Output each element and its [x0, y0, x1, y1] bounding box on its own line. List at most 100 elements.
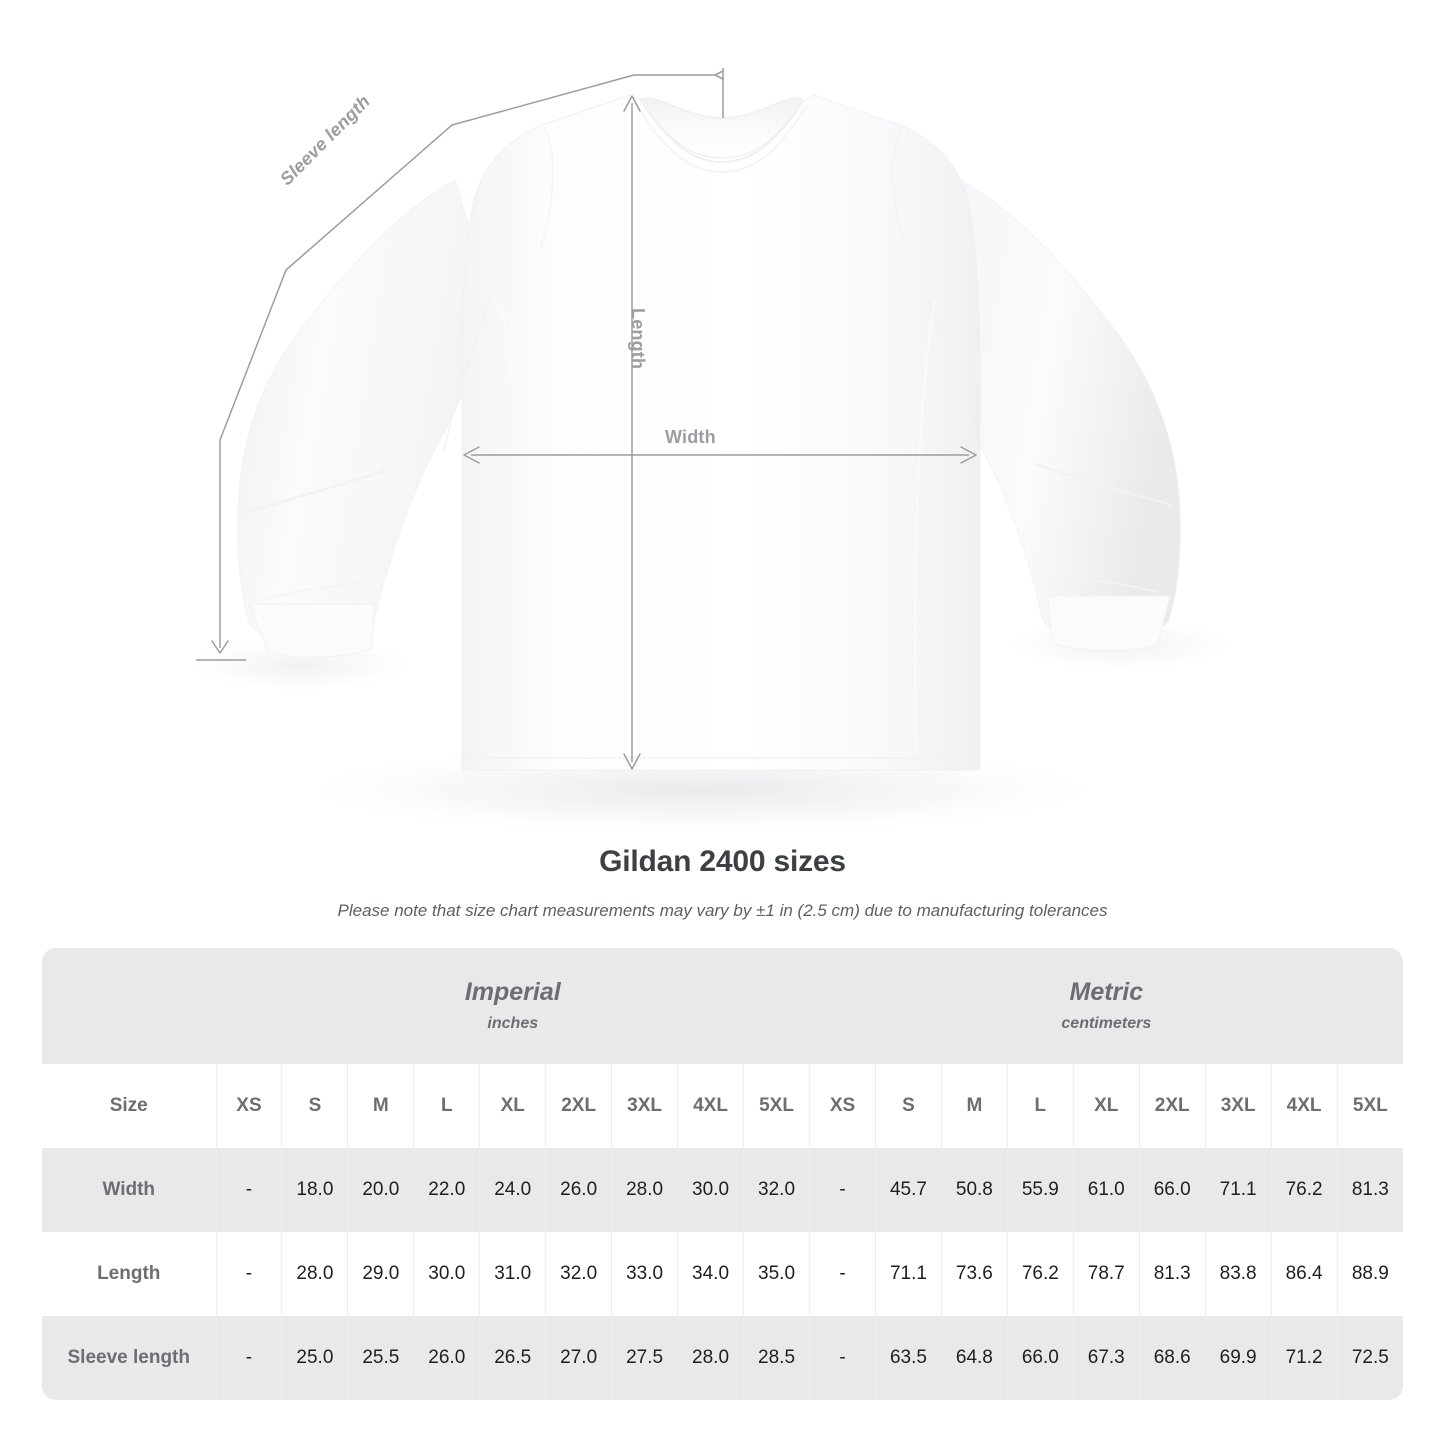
- size-column-header: 2XL: [545, 1064, 612, 1148]
- measurement-value: 35.0: [742, 1232, 810, 1316]
- measurement-value: 69.9: [1204, 1316, 1272, 1400]
- table-row: Sleeve length -25.0 25.5 26.0 26.5 27.0 27.5 28…: [42, 1316, 1404, 1400]
- table-row: Length -28.0 29.0 30.0 31.0 32.0 33.0 34.0 35.0-…: [42, 1232, 1404, 1316]
- measurement-value: 27.0: [545, 1316, 612, 1400]
- size-header-row: Size XS S M L XL 2XL 3XL 4XL 5XL XS S M L XL 2XL 3XL 4XL 5…: [42, 1064, 1404, 1148]
- metric-unit-name: Metric: [1069, 977, 1144, 1006]
- imperial-unit-sub: inches: [487, 1015, 539, 1033]
- measurement-value: 28.0: [611, 1148, 678, 1232]
- measurement-value: 31.0: [479, 1232, 546, 1316]
- measurement-value: 67.3: [1072, 1316, 1140, 1400]
- measurement-value: 24.0: [479, 1148, 546, 1232]
- unit-banner-row: Imperial inches Metric centimeters: [42, 948, 1404, 1064]
- measurement-value: 28.0: [281, 1232, 348, 1316]
- measurement-value: 73.6: [940, 1232, 1008, 1316]
- measurement-value: 55.9: [1006, 1148, 1074, 1232]
- measurement-value: 76.2: [1270, 1148, 1338, 1232]
- measurement-value: -: [215, 1148, 282, 1232]
- size-column-header: M: [940, 1064, 1008, 1148]
- size-column-header: S: [281, 1064, 348, 1148]
- measurement-value: 29.0: [347, 1232, 414, 1316]
- measurement-value: 25.0: [281, 1316, 348, 1400]
- measurement-value: 78.7: [1072, 1232, 1140, 1316]
- measurement-value: -: [809, 1232, 876, 1316]
- size-column-header: S: [874, 1064, 942, 1148]
- measurement-value: 63.5: [874, 1316, 942, 1400]
- width-dimension-label: Width: [665, 427, 716, 447]
- measurement-value: 50.8: [940, 1148, 1008, 1232]
- measurement-value: 66.0: [1138, 1148, 1206, 1232]
- size-chart-table: Imperial inches Metric centimeters Size X…: [42, 948, 1404, 1400]
- size-column-header: M: [347, 1064, 414, 1148]
- measurement-value: 66.0: [1006, 1316, 1074, 1400]
- size-column-header: 5XL: [742, 1064, 810, 1148]
- measurement-value: 81.3: [1336, 1148, 1404, 1232]
- measurement-value: 20.0: [347, 1148, 414, 1232]
- size-column-header: 2XL: [1138, 1064, 1206, 1148]
- length-dimension-label: Length: [628, 308, 648, 370]
- unit-banner-spacer-left: [42, 948, 216, 1064]
- dimension-lines: [196, 68, 977, 770]
- measurement-row-label: Length: [42, 1232, 216, 1316]
- imperial-unit-name: Imperial: [464, 977, 561, 1006]
- measurement-value: 33.0: [611, 1232, 678, 1316]
- measurement-value: 64.8: [940, 1316, 1008, 1400]
- size-column-header: 4XL: [1270, 1064, 1338, 1148]
- tolerance-note: Please note that size chart measurements…: [337, 901, 1108, 920]
- measurement-value: -: [215, 1232, 282, 1316]
- measurement-value: -: [809, 1316, 876, 1400]
- size-chart-table-wrapper: Imperial inches Metric centimeters Size X…: [42, 948, 1404, 1400]
- measurement-value: 71.1: [1204, 1148, 1272, 1232]
- size-column-header: XS: [809, 1064, 876, 1148]
- size-corner-label: Size: [42, 1064, 216, 1148]
- size-column-header: 3XL: [1204, 1064, 1272, 1148]
- measurement-value: 71.2: [1270, 1316, 1338, 1400]
- size-table-unit-header: Imperial inches Metric centimeters: [42, 948, 1404, 1064]
- measurement-value: 32.0: [545, 1232, 612, 1316]
- measurement-value: 30.0: [413, 1232, 480, 1316]
- measurement-value: 88.9: [1336, 1232, 1404, 1316]
- measurement-value: 45.7: [874, 1148, 942, 1232]
- title-block: Gildan 2400 sizes Please note that size …: [0, 845, 1445, 921]
- measurement-value: 30.0: [677, 1148, 744, 1232]
- tshirt-svg: [180, 68, 1240, 836]
- measurement-value: 72.5: [1336, 1316, 1404, 1400]
- measurement-value: 71.1: [874, 1232, 942, 1316]
- measurement-row-label: Sleeve length: [42, 1316, 216, 1400]
- measurement-value: 34.0: [677, 1232, 744, 1316]
- measurement-value: 26.0: [413, 1316, 480, 1400]
- table-row: Width -18.0 20.0 22.0 24.0 26.0 28.0 30.0 32.0-4…: [42, 1148, 1404, 1232]
- measurement-value: 81.3: [1138, 1232, 1206, 1316]
- measurement-row-label: Width: [42, 1148, 216, 1232]
- measurement-value: 28.5: [742, 1316, 810, 1400]
- measurement-value: -: [215, 1316, 282, 1400]
- measurement-diagram: Sleeve length Length Width: [180, 68, 1240, 836]
- measurement-value: 25.5: [347, 1316, 414, 1400]
- measurement-value: 76.2: [1006, 1232, 1074, 1316]
- size-column-header: L: [413, 1064, 480, 1148]
- measurement-value: 26.5: [479, 1316, 546, 1400]
- page-title: Gildan 2400 sizes: [599, 845, 846, 878]
- size-column-header: 3XL: [611, 1064, 678, 1148]
- unit-banner-imperial: Imperial inches: [216, 948, 810, 1064]
- measurement-value: 83.8: [1204, 1232, 1272, 1316]
- measurement-value: 86.4: [1270, 1232, 1338, 1316]
- unit-banner-metric: Metric centimeters: [809, 948, 1404, 1064]
- measurement-value: 26.0: [545, 1148, 612, 1232]
- size-column-header: XS: [215, 1064, 282, 1148]
- measurement-value: 22.0: [413, 1148, 480, 1232]
- measurement-value: 32.0: [742, 1148, 810, 1232]
- measurement-value: -: [809, 1148, 876, 1232]
- size-table-body: Size XS S M L XL 2XL 3XL 4XL 5XL XS S M L XL 2XL 3XL 4XL 5…: [42, 1064, 1404, 1400]
- size-column-header: XL: [479, 1064, 546, 1148]
- measurement-value: 61.0: [1072, 1148, 1140, 1232]
- metric-unit-sub: centimeters: [1061, 1015, 1152, 1033]
- garment-shape: [237, 94, 1181, 771]
- size-column-header: 4XL: [677, 1064, 744, 1148]
- measurement-value: 68.6: [1138, 1316, 1206, 1400]
- size-column-header: 5XL: [1336, 1064, 1404, 1148]
- measurement-value: 18.0: [281, 1148, 348, 1232]
- size-column-header: L: [1006, 1064, 1074, 1148]
- size-column-header: XL: [1072, 1064, 1140, 1148]
- measurement-value: 27.5: [611, 1316, 678, 1400]
